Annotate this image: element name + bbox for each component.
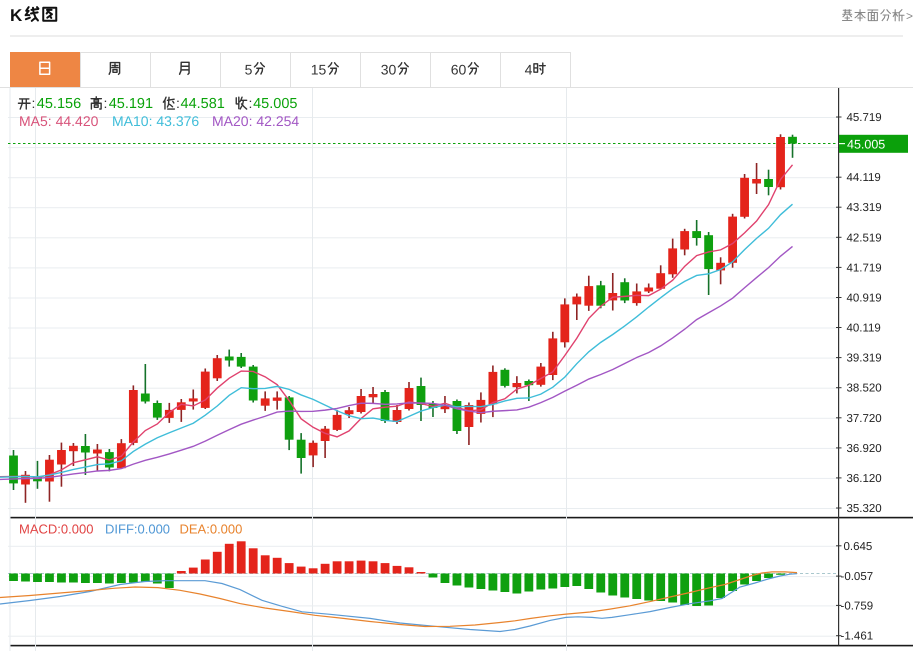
svg-text:45.005: 45.005 xyxy=(847,137,885,151)
svg-text:>: > xyxy=(906,9,913,23)
svg-text:MA5: 44.420: MA5: 44.420 xyxy=(19,113,99,129)
svg-text:4: 4 xyxy=(525,62,533,78)
svg-text:45.191: 45.191 xyxy=(109,96,153,112)
svg-text::: : xyxy=(104,95,108,111)
svg-text:MA10: 43.376: MA10: 43.376 xyxy=(112,113,199,129)
svg-text::: : xyxy=(176,95,180,111)
svg-text:39.319: 39.319 xyxy=(847,353,882,365)
svg-text::: : xyxy=(32,95,36,111)
svg-text:15: 15 xyxy=(311,62,327,78)
svg-text:K: K xyxy=(10,6,23,25)
svg-text:DEA:0.000: DEA:0.000 xyxy=(180,522,243,537)
svg-text:-0.759: -0.759 xyxy=(841,600,874,612)
svg-text:45.005: 45.005 xyxy=(253,96,297,112)
svg-text:40.919: 40.919 xyxy=(847,292,882,304)
svg-text:38.520: 38.520 xyxy=(847,383,882,395)
svg-text:-0.057: -0.057 xyxy=(841,571,874,583)
svg-text:43.319: 43.319 xyxy=(847,202,882,214)
svg-text:45.156: 45.156 xyxy=(37,96,81,112)
svg-text:-1.461: -1.461 xyxy=(841,631,874,643)
svg-text:MA20: 42.254: MA20: 42.254 xyxy=(212,113,299,129)
svg-text:36.120: 36.120 xyxy=(847,473,882,485)
svg-text:40.119: 40.119 xyxy=(847,323,881,335)
svg-text::: : xyxy=(249,95,253,111)
svg-text:36.920: 36.920 xyxy=(847,443,882,455)
svg-text:41.719: 41.719 xyxy=(847,262,882,274)
svg-text:0.645: 0.645 xyxy=(844,541,873,553)
svg-text:5: 5 xyxy=(245,62,253,78)
svg-text:45.719: 45.719 xyxy=(847,112,882,124)
svg-text:35.320: 35.320 xyxy=(847,503,882,515)
svg-text:MACD:0.000: MACD:0.000 xyxy=(19,522,93,537)
svg-text:60: 60 xyxy=(451,62,467,78)
svg-text:44.119: 44.119 xyxy=(847,172,881,184)
svg-text:30: 30 xyxy=(381,62,397,78)
svg-text:42.519: 42.519 xyxy=(847,232,882,244)
svg-text:DIFF:0.000: DIFF:0.000 xyxy=(105,522,170,537)
svg-text:44.581: 44.581 xyxy=(181,96,225,112)
svg-text:37.720: 37.720 xyxy=(847,413,882,425)
